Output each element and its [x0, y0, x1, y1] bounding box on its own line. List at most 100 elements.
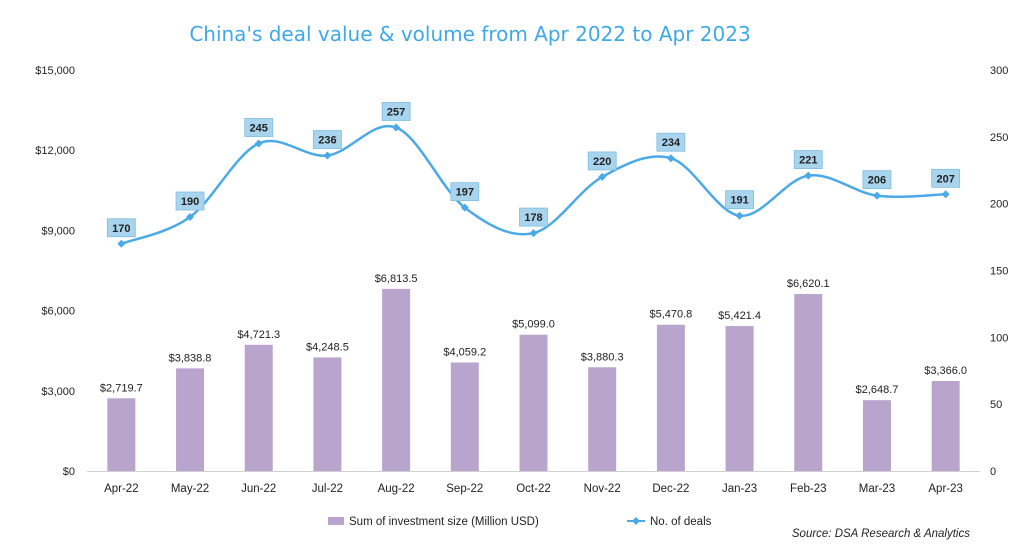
- deals-point: [323, 151, 332, 160]
- bar-value-label: $3,366.0: [924, 365, 967, 377]
- deals-point: [666, 154, 675, 163]
- bar-value-label: $2,719.7: [100, 382, 143, 394]
- deals-value-label: 236: [318, 135, 336, 147]
- bar: [313, 357, 342, 471]
- y-right-tick-label: 250: [990, 132, 1008, 144]
- legend-label-line: No. of deals: [650, 516, 712, 528]
- bar-series: $2,719.7 $3,838.8 $4,721.3 $4,248.5 $6,813.5…: [100, 273, 967, 471]
- legend: Sum of investment size (Million USD) No. …: [328, 516, 712, 528]
- deals-point: [735, 211, 744, 220]
- legend-label-bars: Sum of investment size (Million USD): [349, 516, 539, 528]
- line-series: 170 190 245 236 257 197 178 220 234 191 221 206 207: [106, 102, 961, 248]
- y-left-tick-label: $9,000: [41, 225, 75, 237]
- deals-point: [804, 171, 813, 180]
- deals-value-label: 190: [181, 196, 199, 208]
- bar: [107, 398, 136, 471]
- x-tick-label: Feb-23: [790, 483, 826, 495]
- deals-point: [254, 139, 263, 148]
- bar: [588, 367, 617, 471]
- bar: [725, 326, 754, 471]
- bar-value-label: $5,099.0: [512, 319, 555, 331]
- bar: [656, 324, 685, 471]
- deals-value-label: 178: [524, 212, 542, 224]
- bar-value-label: $4,248.5: [306, 341, 349, 353]
- y-left-tick-label: $6,000: [41, 306, 75, 318]
- bar-value-label: $4,721.3: [237, 329, 280, 341]
- bar: [382, 288, 411, 471]
- x-tick-label: Jan-23: [722, 483, 757, 495]
- x-tick-label: Mar-23: [859, 483, 895, 495]
- y-left-tick-label: $3,000: [41, 386, 75, 398]
- x-tick-label: Aug-22: [378, 483, 415, 495]
- bar: [176, 368, 205, 471]
- x-tick-label: Nov-22: [584, 483, 621, 495]
- bar: [244, 344, 273, 471]
- bar: [794, 294, 823, 471]
- bar: [519, 334, 548, 471]
- deals-label-box: [862, 170, 892, 190]
- deals-label-box: [931, 168, 961, 188]
- x-tick-label: May-22: [171, 483, 209, 495]
- bar: [931, 381, 960, 471]
- bar-value-label: $5,421.4: [718, 310, 761, 322]
- bar-value-label: $3,838.8: [169, 352, 212, 364]
- y-right-tick-label: 150: [990, 266, 1008, 278]
- y-right-tick-label: 300: [990, 65, 1008, 77]
- legend-swatch-marker: [632, 517, 640, 525]
- y-right-tick-label: 50: [990, 399, 1002, 411]
- deals-label-box: [587, 151, 617, 171]
- bar: [450, 362, 479, 471]
- deals-value-label: 170: [112, 223, 130, 235]
- x-tick-label: Dec-22: [652, 483, 689, 495]
- y-right-tick-label: 0: [990, 466, 996, 478]
- deals-value-label: 221: [799, 155, 817, 167]
- deals-value-label: 220: [593, 156, 611, 168]
- y-right-tick-label: 100: [990, 332, 1008, 344]
- bar-value-label: $6,813.5: [375, 273, 418, 285]
- legend-swatch-bars: [328, 517, 344, 525]
- deals-label-box: [793, 150, 823, 169]
- x-tick-label: Jul-22: [312, 483, 343, 495]
- y-axis-left: $0 $3,000 $6,000 $9,000 $12,000 $15,000: [35, 65, 75, 478]
- y-axis-right: 0 50 100 150 200 250 300: [990, 65, 1008, 478]
- x-tick-label: Oct-22: [516, 483, 551, 495]
- deals-label-box: [244, 118, 274, 137]
- x-tick-label: Sep-22: [446, 483, 483, 495]
- x-tick-label: Apr-22: [104, 483, 139, 495]
- deals-point: [460, 203, 469, 212]
- x-axis: Apr-22 May-22 Jun-22 Jul-22 Aug-22 Sep-22 Oct-…: [87, 471, 980, 495]
- y-left-tick-label: $12,000: [35, 145, 75, 157]
- x-tick-label: Jun-22: [241, 483, 276, 495]
- deals-point: [117, 239, 126, 248]
- deals-point: [872, 191, 881, 200]
- deals-label-box: [725, 190, 754, 210]
- y-left-tick-label: $0: [63, 466, 75, 478]
- deals-value-label: 197: [456, 187, 474, 199]
- deals-value-label: 207: [936, 173, 954, 185]
- bar-value-label: $6,620.1: [787, 278, 830, 290]
- chart-title: China's deal value & volume from Apr 202…: [189, 22, 751, 46]
- deals-label-box: [106, 218, 136, 238]
- deals-label-box: [450, 182, 480, 202]
- y-right-tick-label: 200: [990, 199, 1008, 211]
- y-left-tick-label: $15,000: [35, 65, 75, 77]
- deals-value-label: 245: [250, 123, 268, 135]
- deals-value-label: 191: [730, 195, 748, 207]
- bar-value-label: $3,880.3: [581, 351, 624, 363]
- deals-point: [941, 190, 950, 199]
- deals-label-box: [519, 207, 548, 227]
- bar: [862, 400, 891, 471]
- deals-label-box: [175, 191, 205, 211]
- deals-value-label: 257: [387, 106, 405, 118]
- source-note: Source: DSA Research & Analytics: [791, 528, 970, 540]
- deals-point: [186, 213, 195, 222]
- deals-point: [529, 229, 538, 238]
- bar-value-label: $2,648.7: [856, 384, 899, 396]
- deals-label-box: [313, 130, 342, 149]
- deals-value-label: 234: [662, 137, 681, 149]
- deals-label-box: [381, 102, 411, 121]
- deals-point: [598, 172, 607, 181]
- x-tick-label: Apr-23: [928, 483, 963, 495]
- deals-label-box: [656, 132, 686, 152]
